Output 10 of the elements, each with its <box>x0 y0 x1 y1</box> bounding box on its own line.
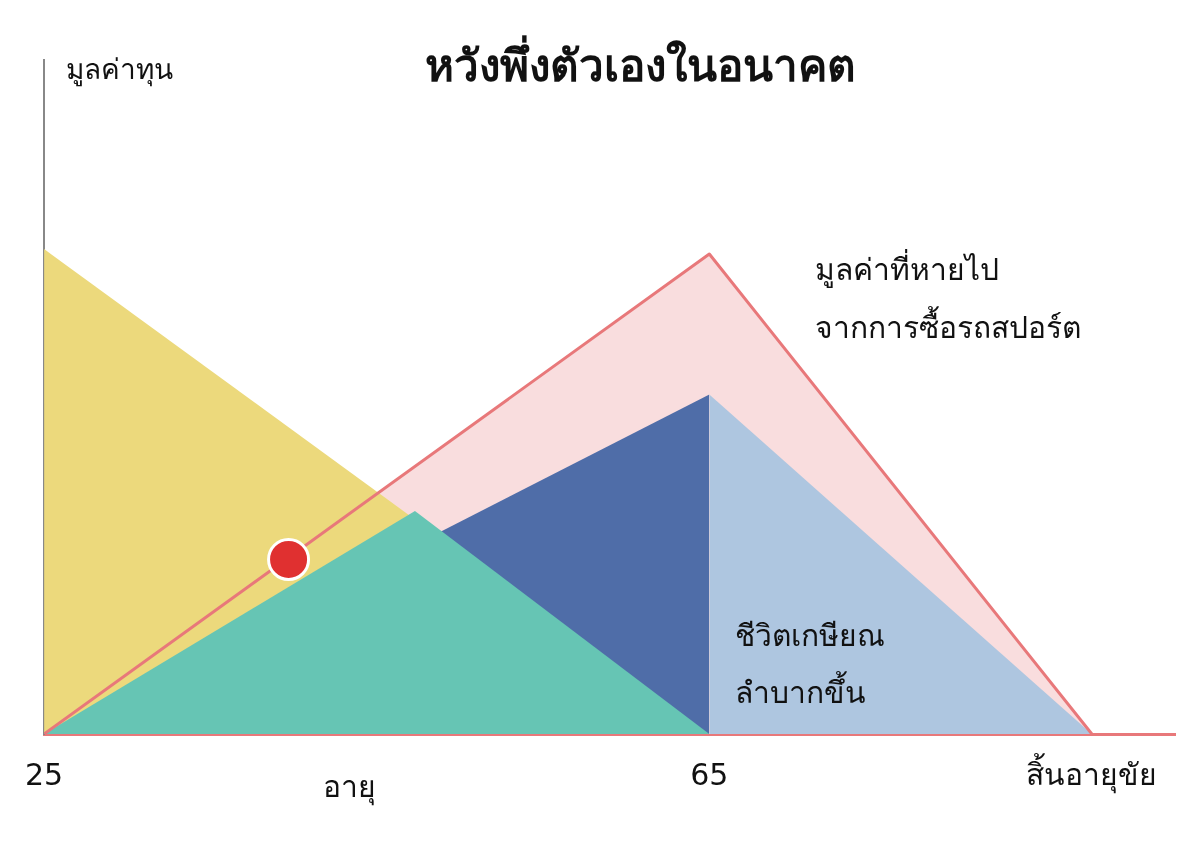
annotation: จากการซื้อรถสปอร์ต <box>815 305 1081 345</box>
annotation: มูลค่าที่หายไป <box>815 248 999 288</box>
chart-title: หวังพึ่งตัวเองในอนาคต <box>424 35 856 92</box>
text: มูลค่าทุน <box>66 53 174 88</box>
x-axis-title: อายุ <box>322 768 376 806</box>
x-tick-label: 25 <box>24 756 64 792</box>
x-tick-label: 65 <box>690 756 729 792</box>
x-tick-label: สิ้นอายุขัย <box>1026 752 1158 794</box>
annotation: ชีวิตเกษียณ <box>735 617 885 653</box>
annotation: ลำบากขึ้น <box>735 670 866 710</box>
